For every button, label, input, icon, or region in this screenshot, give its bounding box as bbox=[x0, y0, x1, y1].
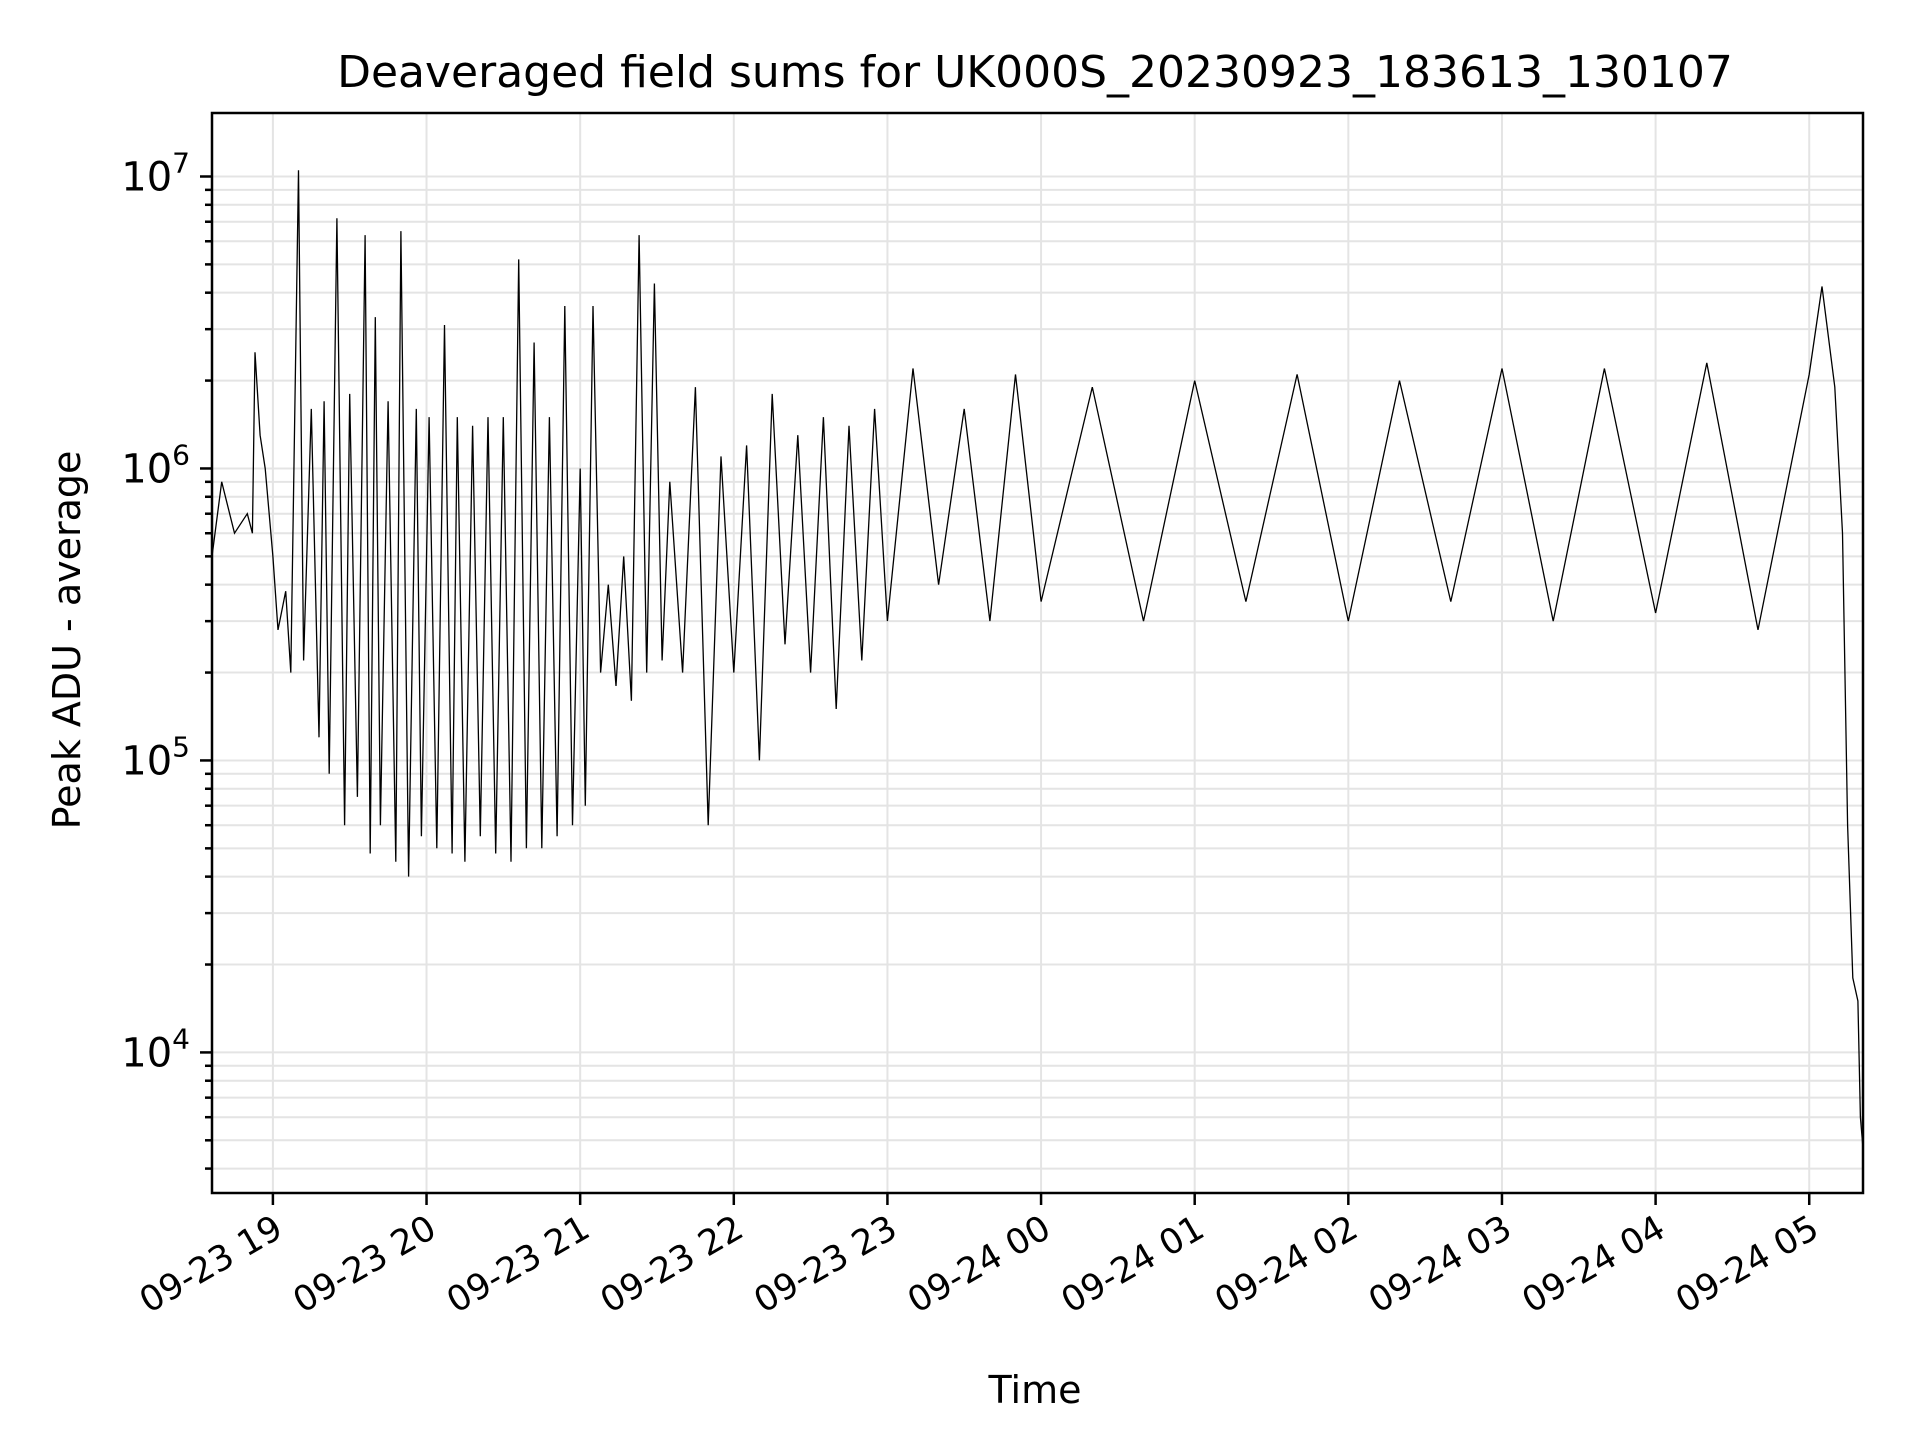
plot-area bbox=[211, 170, 1864, 1149]
y-tick-label: 107 bbox=[121, 146, 190, 200]
plot-frame bbox=[210, 111, 1865, 1195]
grid bbox=[212, 113, 1863, 1193]
y-axis: 104 105 106 107 bbox=[121, 146, 212, 1170]
x-tick-label: 09-24 03 bbox=[1362, 1208, 1518, 1321]
x-tick-label: 09-23 21 bbox=[440, 1208, 596, 1321]
y-axis-label: Peak ADU - average bbox=[45, 451, 89, 830]
y-tick-label: 104 bbox=[121, 1022, 190, 1076]
y-tick-label: 105 bbox=[121, 730, 190, 784]
data-series-line bbox=[211, 170, 1864, 1149]
x-tick-label: 09-23 23 bbox=[748, 1208, 904, 1321]
y-tick-label: 106 bbox=[121, 438, 190, 492]
x-tick-label: 09-24 01 bbox=[1055, 1208, 1211, 1321]
x-tick-label: 09-23 20 bbox=[287, 1208, 443, 1321]
chart-title: Deaveraged field sums for UK000S_2023092… bbox=[337, 47, 1733, 98]
x-tick-label: 09-24 04 bbox=[1516, 1208, 1672, 1321]
x-tick-label: 09-24 02 bbox=[1209, 1208, 1365, 1321]
x-tick-label: 09-23 22 bbox=[594, 1208, 750, 1321]
x-tick-label: 09-24 00 bbox=[901, 1208, 1057, 1321]
x-axis-label: Time bbox=[988, 1368, 1082, 1412]
x-tick-label: 09-23 19 bbox=[133, 1208, 289, 1321]
x-tick-label: 09-24 05 bbox=[1669, 1208, 1825, 1321]
